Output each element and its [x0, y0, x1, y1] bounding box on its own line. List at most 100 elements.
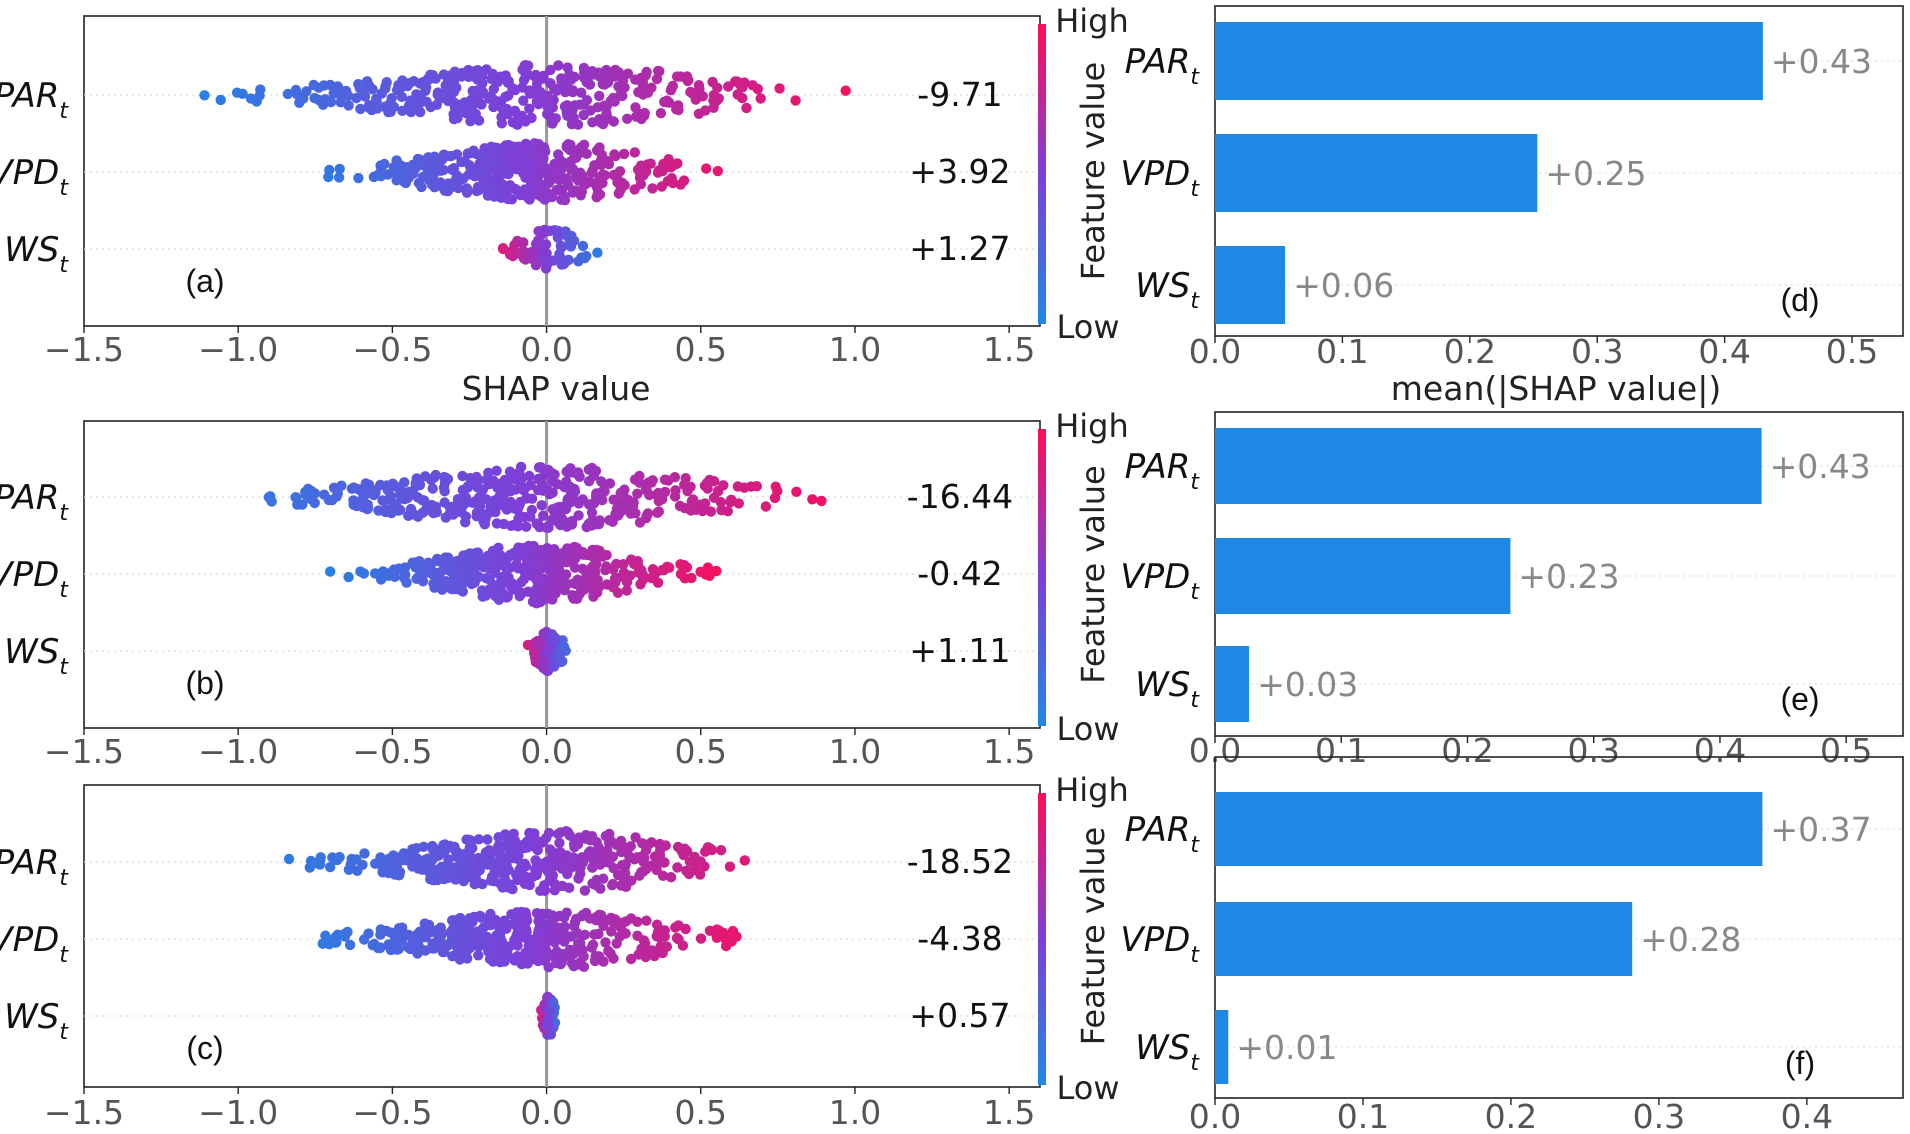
point — [564, 69, 575, 80]
point — [517, 839, 529, 850]
point — [519, 566, 530, 577]
point — [590, 950, 601, 962]
point — [409, 509, 420, 520]
x-tick-label: 1.5 — [983, 732, 1035, 771]
point — [538, 73, 549, 84]
point — [401, 577, 412, 588]
feature-label-vpd-sub: t — [59, 943, 69, 968]
point — [619, 180, 630, 191]
series-par — [283, 826, 750, 896]
point — [655, 857, 666, 868]
point — [718, 480, 729, 491]
point — [585, 105, 596, 116]
point — [354, 496, 366, 507]
x-tick-label: 0.5 — [675, 330, 727, 369]
point — [410, 162, 421, 174]
point — [604, 828, 615, 840]
point — [344, 939, 356, 951]
point — [536, 920, 548, 931]
x-tick-label: 0.4 — [1694, 731, 1746, 770]
point — [672, 158, 683, 169]
point — [493, 491, 505, 503]
point — [461, 187, 473, 198]
point — [772, 485, 783, 497]
point — [670, 922, 681, 933]
point — [586, 507, 598, 518]
point — [664, 562, 675, 573]
point — [655, 108, 667, 119]
point — [493, 832, 504, 843]
point — [483, 143, 494, 155]
point — [367, 940, 378, 951]
point — [555, 959, 566, 970]
point — [712, 165, 723, 177]
point — [578, 951, 589, 962]
category-label-vpd: VPDt — [1120, 557, 1200, 605]
point — [681, 846, 693, 857]
point — [544, 488, 555, 500]
point — [362, 499, 373, 510]
point — [447, 933, 458, 944]
point — [572, 938, 584, 949]
point — [548, 861, 559, 872]
category-label-ws-sub: t — [1190, 688, 1200, 713]
point — [499, 941, 511, 953]
point — [551, 570, 562, 581]
point — [547, 476, 558, 487]
point — [418, 841, 429, 852]
point — [592, 912, 603, 923]
point — [599, 170, 611, 181]
point — [514, 590, 525, 602]
point — [512, 519, 523, 530]
point — [458, 575, 469, 587]
point — [491, 465, 502, 476]
category-label-par-main: PAR — [1125, 810, 1191, 850]
point — [632, 164, 644, 175]
point — [443, 854, 454, 865]
point — [487, 68, 498, 80]
point — [442, 473, 454, 485]
point — [457, 470, 468, 482]
point — [532, 484, 544, 496]
point — [647, 564, 659, 575]
point — [396, 81, 407, 93]
point — [610, 150, 621, 162]
annotation-par: -9.71 — [917, 75, 1002, 114]
point — [538, 142, 550, 153]
point — [562, 493, 574, 505]
point — [336, 480, 347, 491]
point — [511, 869, 522, 881]
category-label-vpd-main: VPD — [1120, 154, 1190, 194]
point — [346, 853, 357, 865]
point — [553, 60, 564, 71]
point — [488, 83, 499, 95]
point — [545, 64, 556, 76]
point — [531, 518, 542, 529]
beeswarm-panel-c: PARtVPDtWSt-18.52-4.38+0.57(c)−1.5−1.0−0… — [0, 771, 1129, 1132]
point — [427, 483, 438, 494]
colorbar-low-label: Low — [1056, 1069, 1119, 1107]
point — [663, 154, 674, 165]
point — [731, 931, 742, 942]
point — [651, 489, 662, 500]
point — [625, 913, 637, 924]
point — [528, 595, 539, 607]
point — [454, 926, 465, 937]
point — [712, 82, 723, 94]
point — [791, 486, 802, 497]
point — [536, 858, 547, 870]
point — [448, 509, 459, 520]
point — [366, 104, 377, 116]
point — [573, 510, 584, 521]
category-label-par-sub: t — [1190, 65, 1200, 90]
point — [590, 490, 602, 502]
point — [445, 78, 457, 89]
point — [733, 498, 744, 509]
point — [506, 843, 517, 855]
point — [477, 591, 488, 602]
feature-label-vpd: VPDt — [0, 153, 69, 201]
point — [460, 497, 472, 508]
point — [621, 576, 633, 588]
x-axis-label: mean(|SHAP value|) — [1391, 369, 1721, 408]
